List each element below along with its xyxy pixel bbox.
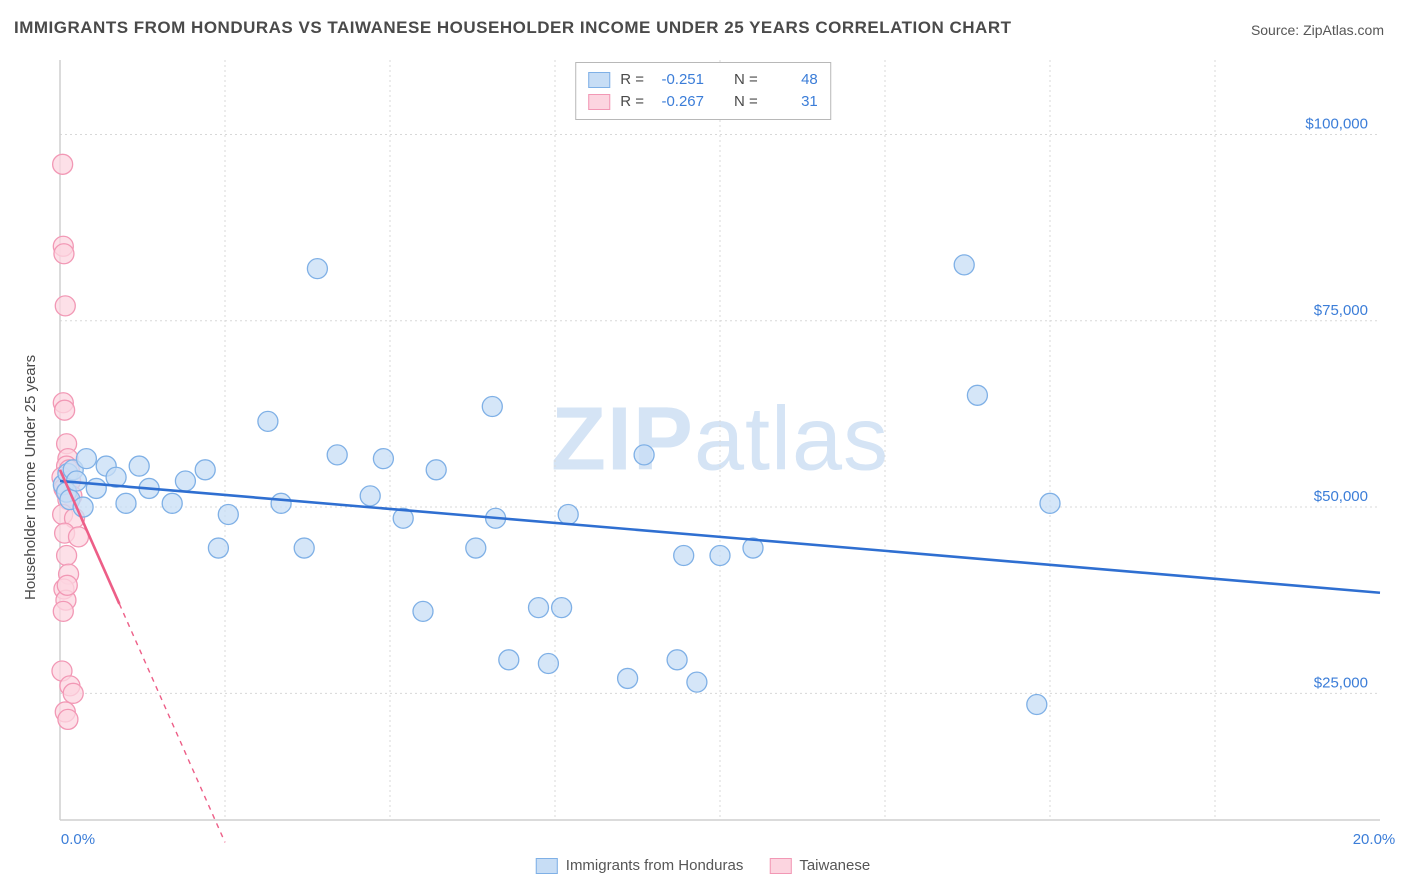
correlation-legend-box: R = -0.251 N = 48 R = -0.267 N = 31: [575, 62, 831, 120]
y-tick-label: $75,000: [1314, 302, 1368, 319]
data-point-taiwanese: [55, 296, 75, 316]
data-point-honduras: [687, 672, 707, 692]
r-label: R =: [620, 69, 644, 91]
y-tick-label: $50,000: [1314, 488, 1368, 505]
data-point-honduras: [967, 385, 987, 405]
legend-item-taiwanese: Taiwanese: [769, 857, 870, 874]
chart-plot-area: ZIPatlas $25,000$50,000$75,000$100,0000.…: [60, 60, 1380, 820]
data-point-honduras: [258, 411, 278, 431]
y-axis-title: Householder Income Under 25 years: [22, 355, 39, 600]
data-point-honduras: [482, 396, 502, 416]
r-label: R =: [620, 91, 644, 113]
data-point-taiwanese: [54, 244, 74, 264]
data-point-honduras: [271, 493, 291, 513]
data-point-honduras: [129, 456, 149, 476]
data-point-honduras: [162, 493, 182, 513]
data-point-honduras: [558, 505, 578, 525]
legend-label-honduras: Immigrants from Honduras: [566, 857, 744, 874]
data-point-taiwanese: [58, 709, 78, 729]
corr-legend-row-honduras: R = -0.251 N = 48: [588, 69, 818, 91]
legend-label-taiwanese: Taiwanese: [799, 857, 870, 874]
data-point-taiwanese: [57, 575, 77, 595]
data-point-honduras: [618, 668, 638, 688]
data-point-taiwanese: [57, 545, 77, 565]
data-point-honduras: [360, 486, 380, 506]
n-label: N =: [734, 91, 758, 113]
data-point-honduras: [426, 460, 446, 480]
data-point-honduras: [413, 601, 433, 621]
data-point-honduras: [86, 478, 106, 498]
trendline-ext-taiwanese: [119, 604, 225, 842]
data-point-honduras: [552, 598, 572, 618]
data-point-honduras: [634, 445, 654, 465]
data-point-taiwanese: [55, 400, 75, 420]
chart-container: IMMIGRANTS FROM HONDURAS VS TAIWANESE HO…: [0, 0, 1406, 892]
data-point-honduras: [218, 505, 238, 525]
r-value-honduras: -0.251: [654, 69, 704, 91]
series-legend: Immigrants from Honduras Taiwanese: [536, 857, 870, 874]
x-tick-max: 20.0%: [1353, 831, 1396, 848]
data-point-honduras: [327, 445, 347, 465]
chart-svg: $25,000$50,000$75,000$100,0000.0%20.0%: [60, 60, 1380, 820]
data-point-honduras: [195, 460, 215, 480]
data-point-honduras: [76, 449, 96, 469]
n-value-taiwanese: 31: [768, 91, 818, 113]
legend-swatch-bottom-honduras: [536, 858, 558, 874]
legend-swatch-honduras: [588, 72, 610, 88]
data-point-honduras: [466, 538, 486, 558]
data-point-honduras: [1027, 695, 1047, 715]
chart-title: IMMIGRANTS FROM HONDURAS VS TAIWANESE HO…: [14, 18, 1012, 38]
data-point-taiwanese: [53, 154, 73, 174]
data-point-honduras: [175, 471, 195, 491]
n-label: N =: [734, 69, 758, 91]
data-point-honduras: [373, 449, 393, 469]
n-value-honduras: 48: [768, 69, 818, 91]
data-point-honduras: [208, 538, 228, 558]
data-point-honduras: [294, 538, 314, 558]
data-point-honduras: [116, 493, 136, 513]
y-tick-label: $100,000: [1305, 116, 1368, 133]
data-point-honduras: [529, 598, 549, 618]
data-point-honduras: [307, 259, 327, 279]
data-point-honduras: [710, 545, 730, 565]
source-attribution: Source: ZipAtlas.com: [1251, 22, 1384, 38]
data-point-honduras: [499, 650, 519, 670]
data-point-honduras: [667, 650, 687, 670]
x-tick-min: 0.0%: [61, 831, 95, 848]
legend-swatch-bottom-taiwanese: [769, 858, 791, 874]
y-tick-label: $25,000: [1314, 674, 1368, 691]
data-point-honduras: [954, 255, 974, 275]
data-point-honduras: [538, 654, 558, 674]
corr-legend-row-taiwanese: R = -0.267 N = 31: [588, 91, 818, 113]
data-point-taiwanese: [53, 601, 73, 621]
data-point-honduras: [674, 545, 694, 565]
legend-swatch-taiwanese: [588, 94, 610, 110]
data-point-honduras: [1040, 493, 1060, 513]
data-point-taiwanese: [63, 683, 83, 703]
legend-item-honduras: Immigrants from Honduras: [536, 857, 744, 874]
r-value-taiwanese: -0.267: [654, 91, 704, 113]
